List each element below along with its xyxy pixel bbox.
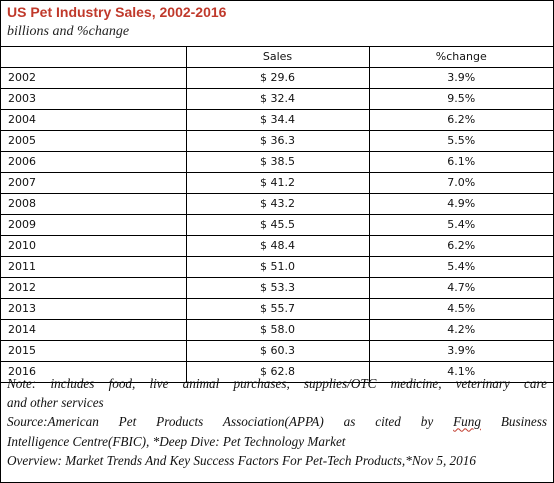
table-row: 2012 $ 53.3 4.7% (1, 277, 553, 299)
change-cell: 6.1% (368, 151, 553, 173)
sales-cell: $ 51.0 (185, 256, 370, 278)
sales-cell: $ 55.7 (185, 298, 370, 320)
source-line-2: Intelligence Centre(FBIC), *Deep Dive: P… (7, 433, 346, 449)
sales-cell: $ 36.3 (185, 130, 370, 152)
change-cell: 5.4% (368, 256, 553, 278)
change-cell: 5.5% (368, 130, 553, 152)
sales-cell: $ 32.4 (185, 88, 370, 110)
year-cell: 2007 (1, 172, 187, 194)
change-cell: 5.4% (368, 214, 553, 236)
change-cell: 7.0% (368, 172, 553, 194)
header-sales: Sales (185, 46, 370, 68)
header-row: Sales %change (1, 46, 553, 68)
table-row: 2003 $ 32.4 9.5% (1, 88, 553, 110)
year-cell: 2008 (1, 193, 187, 215)
sales-cell: $ 48.4 (185, 235, 370, 257)
year-cell: 2011 (1, 256, 187, 278)
table-subtitle: billions and %change (7, 24, 130, 39)
source-fung: Fung (453, 414, 481, 430)
table-row: 2005 $ 36.3 5.5% (1, 130, 553, 152)
change-cell: 4.9% (368, 193, 553, 215)
change-cell: 3.9% (368, 340, 553, 362)
sales-cell: $ 53.3 (185, 277, 370, 299)
table-row: 2013 $ 55.7 4.5% (1, 298, 553, 320)
sales-cell: $ 38.5 (185, 151, 370, 173)
change-cell: 9.5% (368, 88, 553, 110)
table-row: 2009 $ 45.5 5.4% (1, 214, 553, 236)
year-cell: 2010 (1, 235, 187, 257)
sales-cell: $ 60.3 (185, 340, 370, 362)
header-change: %change (368, 46, 553, 68)
table-row: 2006 $ 38.5 6.1% (1, 151, 553, 173)
table-row: 2015 $ 60.3 3.9% (1, 340, 553, 362)
change-cell: 4.2% (368, 319, 553, 341)
sales-cell: $ 41.2 (185, 172, 370, 194)
change-cell: 3.9% (368, 67, 553, 89)
sales-cell: $ 62.8 (185, 361, 370, 383)
year-cell: 2014 (1, 319, 187, 341)
year-cell: 2016 (1, 361, 187, 383)
overview-line: Overview: Market Trends And Key Success … (7, 452, 476, 468)
year-cell: 2004 (1, 109, 187, 131)
table-row: 2010 $ 48.4 6.2% (1, 235, 553, 257)
table-body: 2002 $ 29.6 3.9% 2003 $ 32.4 9.5% 2004 $ 34.4 6.… (1, 67, 553, 383)
note-line-1: Note: includes food, live animal purchas… (7, 376, 547, 391)
table-row: 2014 $ 58.0 4.2% (1, 319, 553, 341)
table-row: 2007 $ 41.2 7.0% (1, 172, 553, 194)
sales-cell: $ 58.0 (185, 319, 370, 341)
table-row: 2008 $ 43.2 4.9% (1, 193, 553, 215)
sales-cell: $ 34.4 (185, 109, 370, 131)
change-cell: 6.2% (368, 109, 553, 131)
sales-cell: $ 29.6 (185, 67, 370, 89)
table-row: 2004 $ 34.4 6.2% (1, 109, 553, 131)
sales-cell: $ 43.2 (185, 193, 370, 215)
sales-cell: $ 45.5 (185, 214, 370, 236)
table-title: US Pet Industry Sales, 2002-2016 (7, 4, 227, 20)
year-cell: 2015 (1, 340, 187, 362)
year-cell: 2003 (1, 88, 187, 110)
change-cell: 4.1% (368, 361, 553, 383)
year-cell: 2013 (1, 298, 187, 320)
source-text-b: Business (480, 414, 547, 430)
table-row: 2002 $ 29.6 3.9% (1, 67, 553, 89)
note-line-2: and other services (7, 395, 104, 411)
year-cell: 2002 (1, 67, 187, 89)
change-cell: 4.5% (368, 298, 553, 320)
source-text-a: Source:American Pet Products Association… (7, 414, 454, 430)
year-cell: 2009 (1, 214, 187, 236)
table-row: 2011 $ 51.0 5.4% (1, 256, 553, 278)
table-row: 2016 $ 62.8 4.1% (1, 361, 553, 383)
notes-block: Note: includes food, live animal purchas… (1, 374, 553, 470)
sales-table: Sales %change 2002 $ 29.6 3.9% 2003 $ 32.4 9.… (1, 46, 553, 383)
change-cell: 6.2% (368, 235, 553, 257)
source-line-1: Source:American Pet Products Association… (1, 412, 553, 431)
change-cell: 4.7% (368, 277, 553, 299)
header-year (1, 46, 187, 68)
year-cell: 2005 (1, 130, 187, 152)
year-cell: 2006 (1, 151, 187, 173)
year-cell: 2012 (1, 277, 187, 299)
